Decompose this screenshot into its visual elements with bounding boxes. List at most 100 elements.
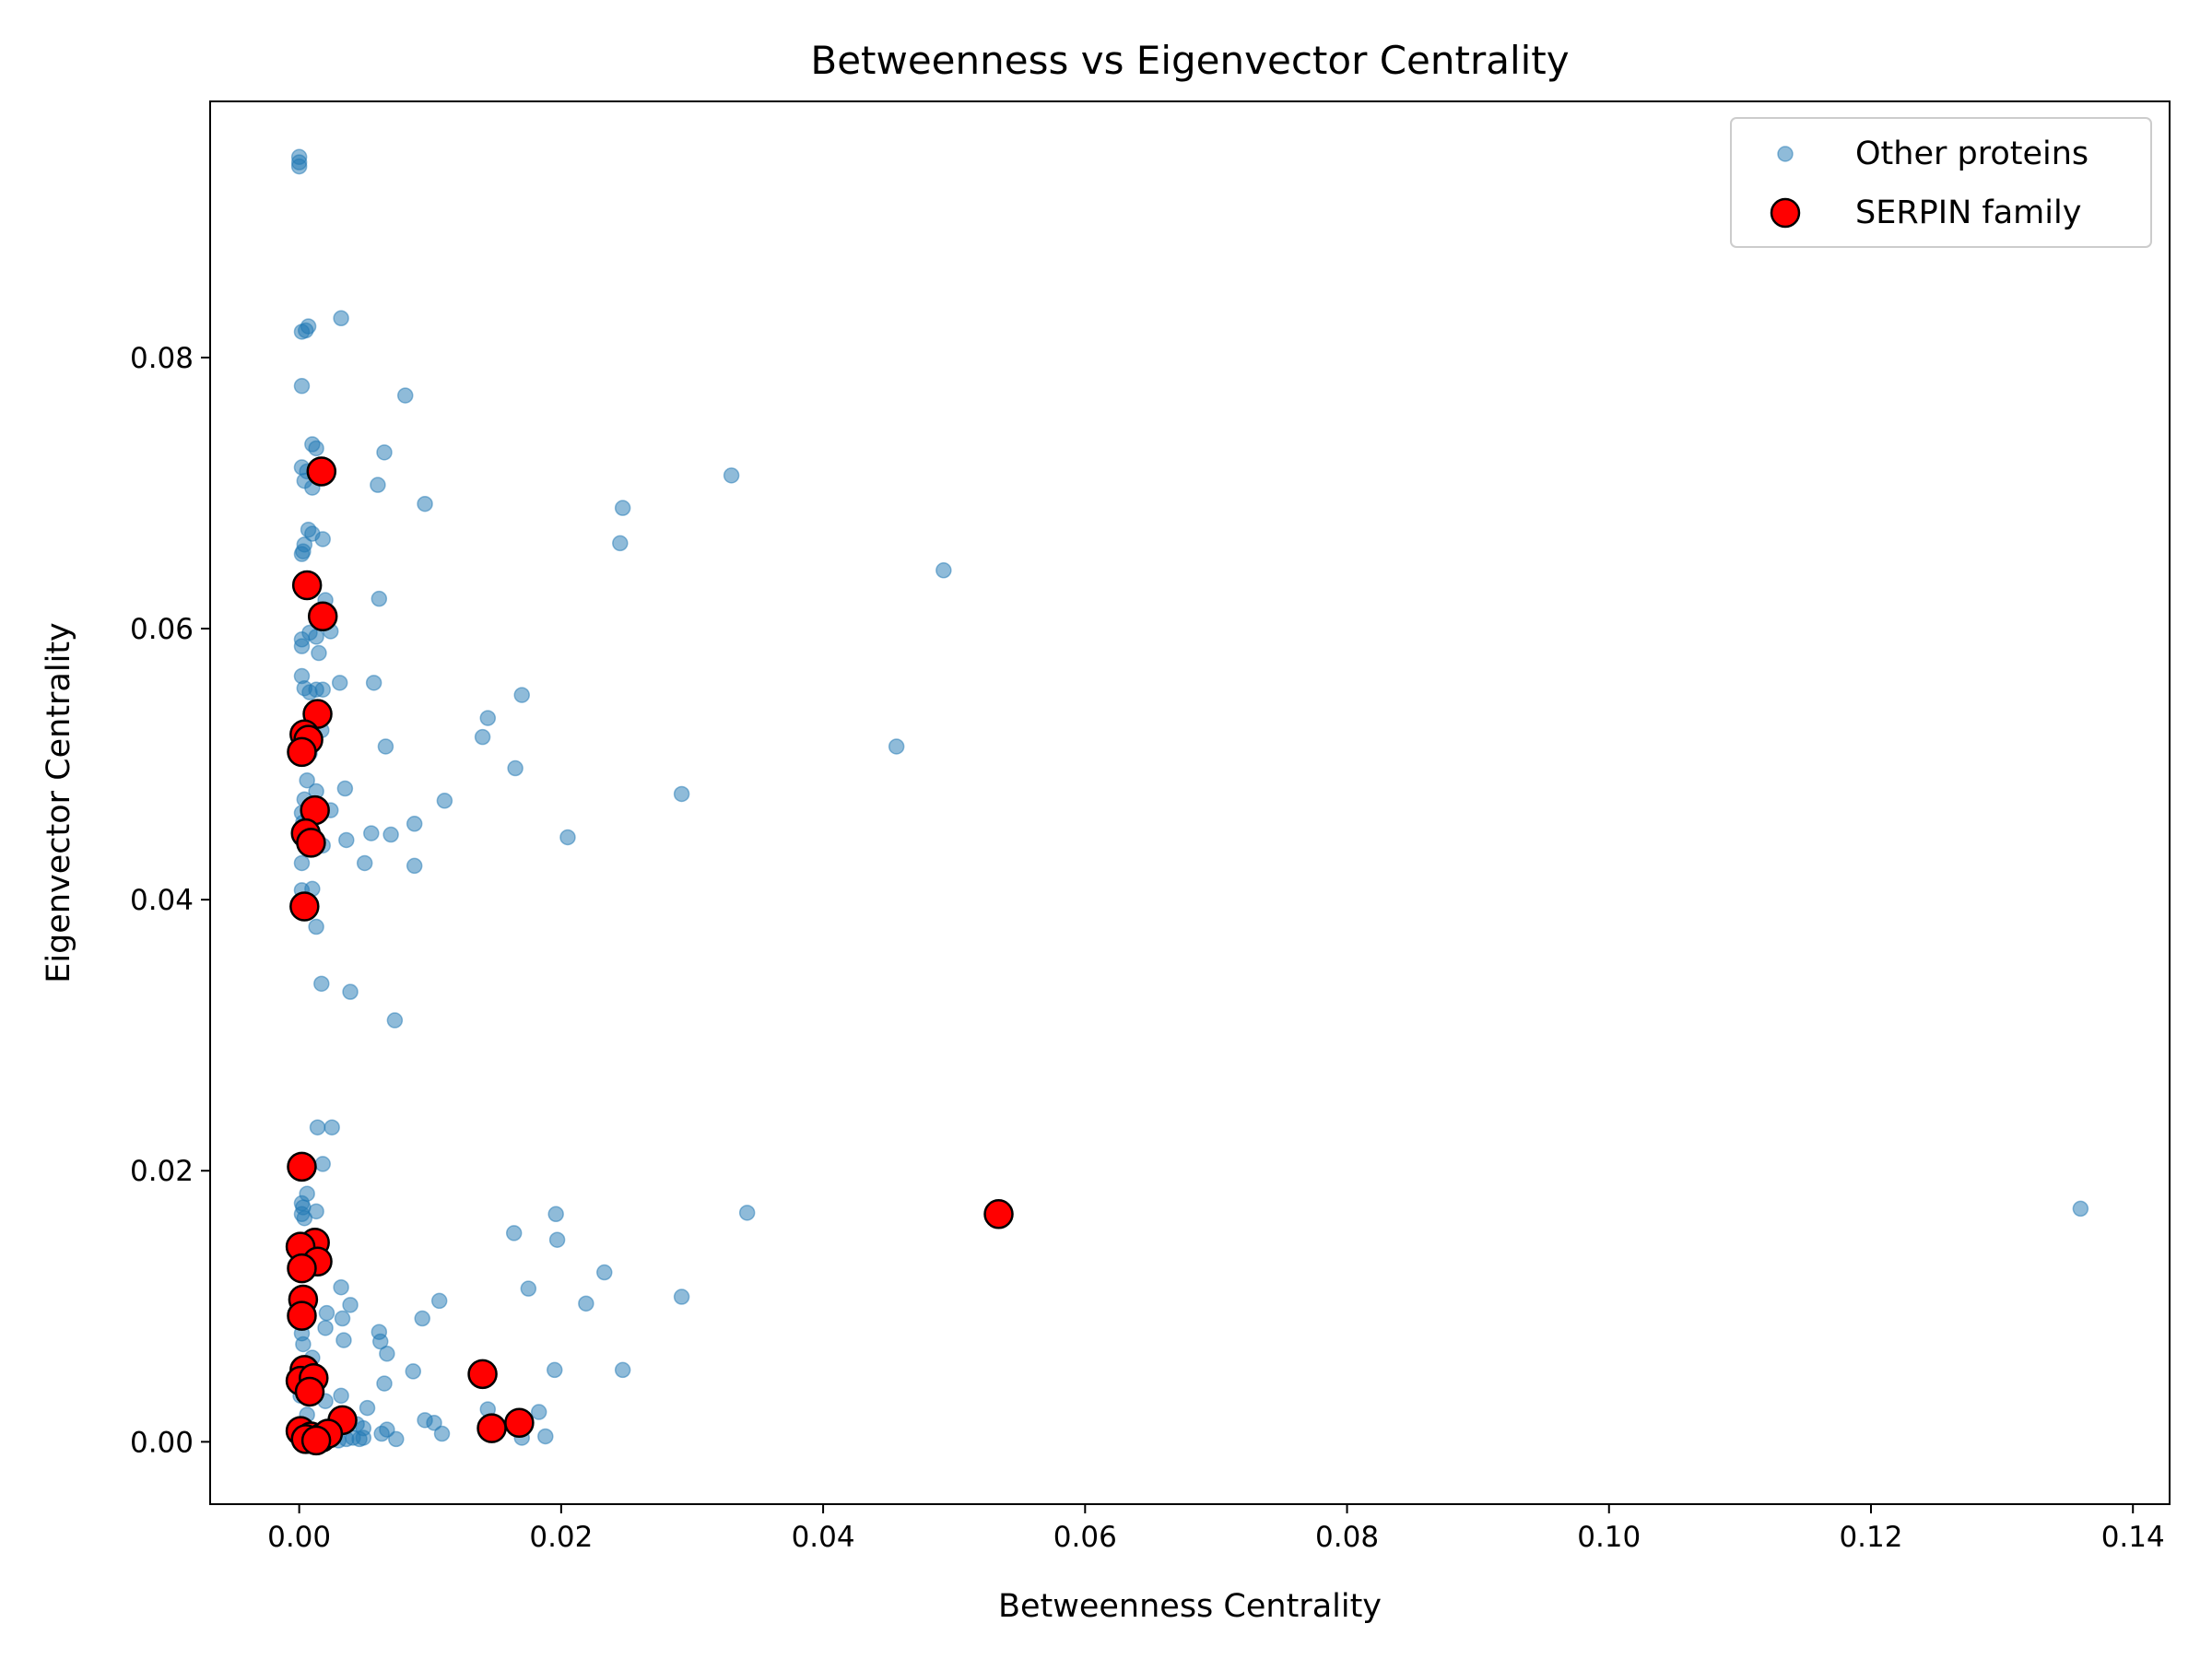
data-point-other-protein [414, 1310, 430, 1327]
data-point-serpin [983, 1199, 1014, 1230]
data-point-other-protein [382, 826, 399, 843]
data-point-other-protein [559, 829, 576, 846]
legend-label-serpin-family: SERPIN family [1855, 194, 2081, 231]
y-tick-label: 0.04 [130, 884, 194, 917]
data-point-other-protein [723, 467, 740, 484]
x-tick-label: 0.02 [529, 1521, 593, 1554]
y-tick-label: 0.00 [130, 1426, 194, 1459]
legend-box [1730, 117, 2152, 248]
data-point-serpin [300, 1425, 332, 1456]
data-point-other-protein [596, 1264, 613, 1281]
data-point-other-protein [365, 675, 382, 691]
data-point-other-protein [342, 983, 359, 1000]
data-point-other-protein [547, 1361, 563, 1379]
data-point-other-protein [505, 1225, 523, 1241]
data-point-other-protein [314, 681, 331, 698]
data-point-serpin [296, 828, 326, 858]
data-point-other-protein [376, 1375, 393, 1392]
data-point-other-protein [314, 531, 331, 547]
data-point-other-protein [290, 158, 308, 175]
data-point-other-protein [2072, 1200, 2089, 1218]
data-point-other-protein [311, 644, 327, 662]
data-point-other-protein [507, 759, 524, 777]
data-point-other-protein [436, 793, 453, 809]
data-point-other-protein [474, 728, 491, 746]
x-axis: 0.00 0.02 0.04 0.06 0.08 0.10 0.12 0.14 [267, 1504, 2165, 1554]
data-point-other-protein [333, 310, 349, 327]
data-point-other-protein [333, 1387, 349, 1405]
data-point-other-protein [309, 1119, 326, 1135]
x-tick-label: 0.04 [792, 1521, 855, 1554]
data-point-other-protein [479, 710, 497, 726]
data-point-other-protein [299, 771, 315, 789]
data-point-other-protein [614, 500, 631, 516]
data-point-other-protein [363, 825, 380, 841]
data-point-other-protein [426, 1415, 442, 1431]
data-point-other-protein [359, 1399, 376, 1417]
data-point-serpin [287, 1300, 317, 1331]
data-point-serpin [307, 601, 338, 632]
data-point-other-protein [377, 738, 394, 755]
data-point-other-protein [296, 1209, 313, 1227]
data-point-other-protein [308, 629, 324, 645]
data-point-other-protein [293, 638, 311, 654]
data-point-other-protein [318, 1304, 335, 1322]
legend-label-other-proteins: Other proteins [1855, 135, 2088, 172]
data-point-other-protein [314, 1156, 331, 1172]
data-point-serpin [306, 456, 337, 487]
data-point-other-protein [331, 675, 348, 691]
x-tick-label: 0.08 [1315, 1521, 1379, 1554]
data-point-other-protein [356, 854, 373, 872]
x-tick-label: 0.10 [1577, 1521, 1641, 1554]
data-point-other-protein [614, 1361, 631, 1379]
data-point-other-protein [336, 780, 354, 797]
y-tick-label: 0.06 [130, 613, 194, 646]
x-tick-label: 0.00 [267, 1521, 331, 1554]
data-point-other-protein [417, 495, 433, 512]
data-point-other-protein [537, 1428, 554, 1445]
data-point-serpin [289, 891, 320, 922]
points-layer [285, 148, 2089, 1456]
x-axis-title: Betweenness Centrality [998, 1588, 1382, 1625]
data-point-other-protein [371, 590, 388, 607]
data-point-other-protein [612, 535, 629, 552]
chart-title: Betweenness vs Eigenvector Centrality [810, 38, 1569, 83]
data-point-other-protein [548, 1231, 566, 1248]
legend-marker-serpin-family [1770, 197, 1801, 229]
data-point-serpin [477, 1413, 507, 1443]
y-tick-label: 0.02 [130, 1155, 194, 1188]
y-axis-title: Eigenvector Centrality [41, 622, 77, 983]
data-point-other-protein [406, 857, 423, 875]
data-point-other-protein [308, 918, 324, 935]
data-point-other-protein [738, 1205, 756, 1221]
data-point-other-protein [513, 687, 530, 703]
legend-marker-other-proteins [1777, 146, 1794, 162]
data-point-other-protein [373, 1425, 390, 1442]
data-point-other-protein [293, 546, 311, 562]
y-axis: 0.00 0.02 0.04 0.06 0.08 [130, 342, 210, 1459]
data-point-other-protein [406, 816, 423, 832]
data-point-serpin [287, 736, 317, 768]
data-point-other-protein [935, 562, 952, 579]
data-point-other-protein [308, 1203, 324, 1220]
data-point-other-protein [293, 378, 311, 394]
data-point-other-protein [342, 1297, 359, 1313]
data-point-other-protein [430, 1292, 448, 1310]
data-point-other-protein [338, 831, 355, 849]
data-point-other-protein [295, 1335, 312, 1353]
data-point-other-protein [335, 1332, 352, 1348]
data-point-other-protein [370, 477, 386, 493]
data-point-other-protein [888, 738, 905, 755]
legend: Other proteins SERPIN family [1730, 117, 2152, 248]
data-point-serpin [504, 1407, 535, 1439]
y-tick-label: 0.08 [130, 342, 194, 375]
data-point-other-protein [313, 975, 330, 993]
data-point-other-protein [405, 1363, 422, 1380]
data-point-other-protein [396, 387, 414, 404]
data-point-other-protein [324, 1119, 340, 1135]
data-point-other-protein [317, 1320, 334, 1336]
data-point-other-protein [388, 1430, 405, 1448]
data-point-other-protein [433, 1425, 451, 1442]
data-point-other-protein [371, 1333, 389, 1350]
